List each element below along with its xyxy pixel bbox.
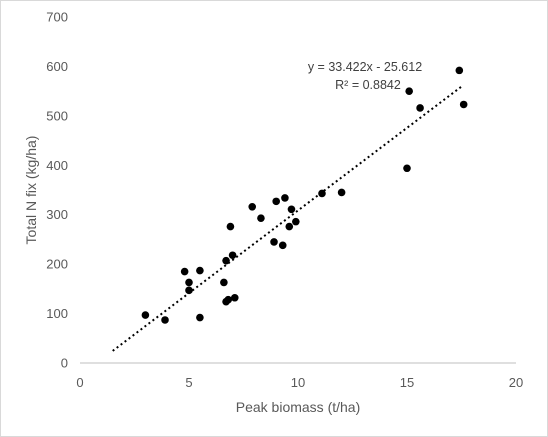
y-tick-label: 100 xyxy=(46,306,68,321)
x-tick-label: 10 xyxy=(291,375,305,390)
y-tick-label: 200 xyxy=(46,257,68,272)
data-point xyxy=(405,87,413,95)
data-point xyxy=(278,241,287,250)
y-tick-label: 0 xyxy=(61,356,68,371)
data-point xyxy=(285,222,294,231)
data-point xyxy=(230,293,239,302)
data-points xyxy=(141,66,468,324)
data-point xyxy=(141,311,150,319)
data-point xyxy=(220,278,228,287)
trendline-equation: y = 33.422x - 25.612 xyxy=(308,60,422,74)
data-point xyxy=(287,205,296,214)
data-point xyxy=(248,203,257,211)
data-point xyxy=(180,267,189,276)
data-point xyxy=(272,197,281,206)
data-point xyxy=(292,217,300,226)
data-point xyxy=(185,286,193,295)
data-point xyxy=(226,222,235,231)
y-tick-label: 600 xyxy=(46,59,68,74)
data-point xyxy=(337,188,346,197)
y-tick-label: 500 xyxy=(46,108,68,123)
data-point xyxy=(459,100,468,109)
data-point xyxy=(224,295,233,304)
y-tick-label: 700 xyxy=(46,10,68,25)
data-point xyxy=(455,66,464,75)
x-axis-title: Peak biomass (t/ha) xyxy=(236,399,361,415)
data-point xyxy=(403,164,411,173)
x-tick-label: 5 xyxy=(185,375,192,390)
x-tick-label: 15 xyxy=(400,375,414,390)
data-point xyxy=(257,214,265,222)
y-tick-label: 400 xyxy=(46,158,68,173)
data-point xyxy=(185,278,193,287)
trendline xyxy=(112,85,463,352)
data-point xyxy=(270,238,278,246)
data-point xyxy=(318,189,326,198)
data-point xyxy=(416,104,424,112)
data-point xyxy=(196,266,204,275)
data-point xyxy=(228,251,237,260)
y-tick-label: 300 xyxy=(46,207,68,222)
data-point xyxy=(281,194,289,202)
data-point xyxy=(161,316,169,324)
x-tick-label: 20 xyxy=(509,375,523,390)
x-tick-label: 0 xyxy=(76,375,83,390)
y-axis-title: Total N fix (kg/ha) xyxy=(23,136,39,245)
x-axis-ticks: 0 5 10 15 20 xyxy=(76,375,523,390)
data-point xyxy=(222,256,230,265)
trendline-r-squared: R² = 0.8842 xyxy=(335,78,401,92)
y-axis-ticks: 0 100 200 300 400 500 600 700 xyxy=(46,10,68,371)
data-point xyxy=(196,313,204,322)
